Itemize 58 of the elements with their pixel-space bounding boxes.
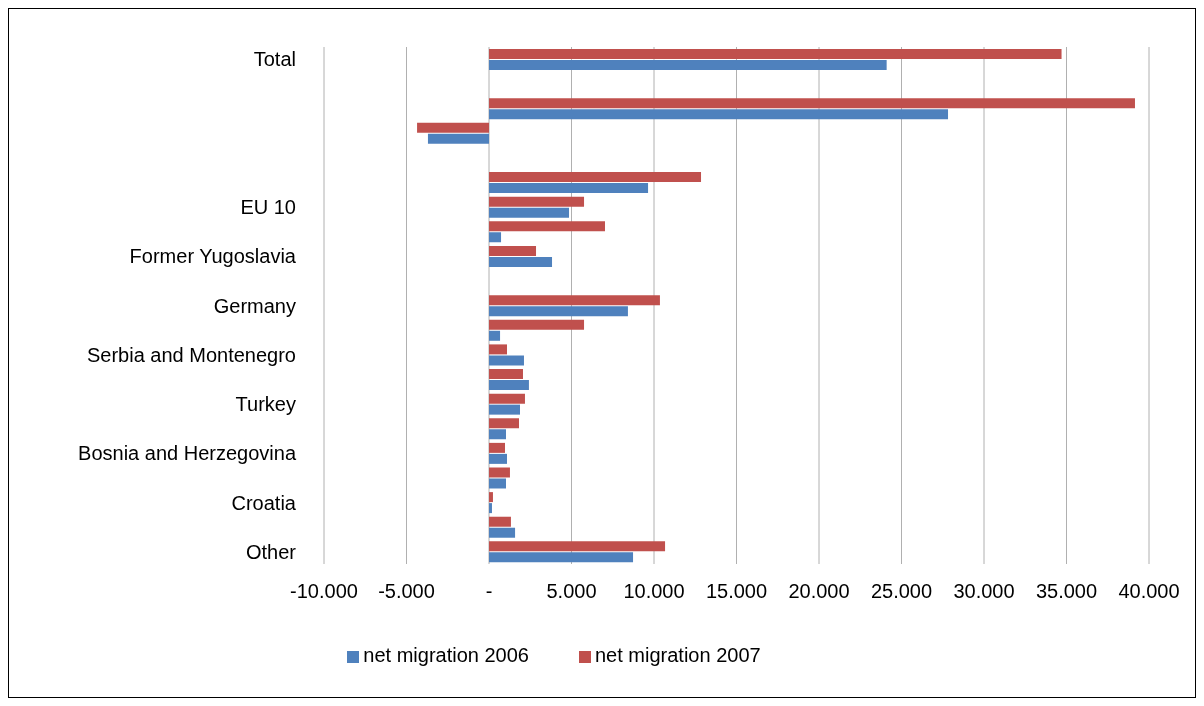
bar <box>489 418 520 429</box>
bar <box>489 369 523 380</box>
bar <box>489 453 507 464</box>
bar <box>489 404 521 415</box>
bar <box>489 344 507 355</box>
x-tick-label: 40.000 <box>1118 580 1180 603</box>
y-tick-label: Bosnia and Herzegovina <box>78 442 297 465</box>
bar <box>489 306 628 317</box>
bar <box>489 393 525 404</box>
x-tick-label: -5.000 <box>378 580 435 603</box>
x-tick-label: 35.000 <box>1035 580 1098 603</box>
bar <box>489 527 516 538</box>
y-tick-label: Serbia and Montenegro <box>86 343 296 366</box>
bar <box>489 196 585 207</box>
bar <box>489 380 529 391</box>
bar <box>489 59 887 70</box>
bar <box>489 330 501 341</box>
bar <box>489 503 492 514</box>
bar <box>427 133 489 144</box>
y-tick-label: Turkey <box>235 393 296 416</box>
x-tick-label: 5.000 <box>546 580 597 603</box>
x-tick-label: -10.000 <box>290 580 358 603</box>
bar <box>489 295 660 306</box>
bar <box>489 48 1062 59</box>
x-tick-label: 15.000 <box>705 580 768 603</box>
bar <box>489 98 1135 109</box>
bar <box>489 245 537 256</box>
y-tick-label: Germany <box>213 294 296 317</box>
bar <box>489 232 502 243</box>
x-tick-label: 10.000 <box>623 580 685 603</box>
legend-label: net migration 2006 <box>363 644 529 666</box>
y-tick-label: Other <box>245 540 297 563</box>
bar <box>489 109 949 120</box>
bar <box>489 183 649 194</box>
bar <box>489 492 493 503</box>
bar <box>489 478 506 489</box>
bar <box>489 541 666 552</box>
bar <box>489 442 506 453</box>
bar <box>417 122 489 133</box>
bar <box>489 516 511 527</box>
bar <box>489 467 510 478</box>
bar <box>489 172 702 183</box>
bar <box>489 221 605 232</box>
y-tick-label: Total <box>253 48 296 71</box>
y-tick-label: Croatia <box>231 491 297 514</box>
x-tick-label: - <box>485 580 493 603</box>
y-tick-label: EU 10 <box>240 196 296 219</box>
bar <box>489 552 634 563</box>
y-tick-label: Former Yugoslavia <box>129 245 297 268</box>
x-tick-label: 25.000 <box>870 580 933 603</box>
bar <box>489 207 570 218</box>
bar <box>489 256 553 267</box>
bar <box>489 429 506 440</box>
x-tick-label: 30.000 <box>953 580 1015 603</box>
bar <box>489 355 524 366</box>
legend-label: net migration 2007 <box>595 644 761 666</box>
x-tick-label: 20.000 <box>788 580 850 603</box>
bar <box>489 319 585 330</box>
